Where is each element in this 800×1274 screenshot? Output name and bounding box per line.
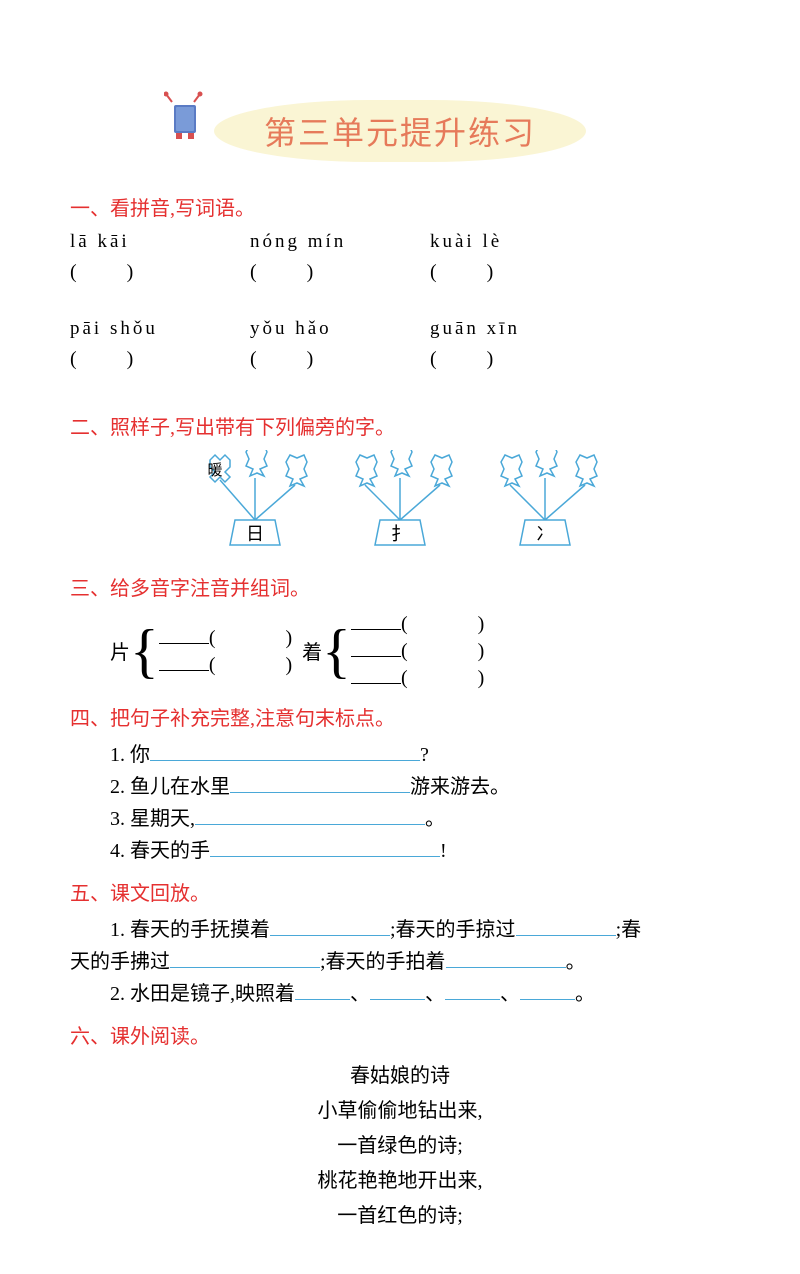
blank[interactable]: [195, 806, 425, 825]
text: 4. 春天的手: [110, 840, 210, 862]
banner-background: 第三单元提升练习: [214, 100, 586, 162]
section-6-content: 春姑娘的诗 小草偷偷地钻出来, 一首绿色的诗; 桃花艳艳地开出来, 一首红色的诗…: [70, 1059, 730, 1228]
text: 游来游去。: [410, 776, 510, 798]
fill-sentence: 4. 春天的手!: [110, 837, 730, 865]
title-banner: 第三单元提升练习: [70, 100, 730, 162]
answer-blank[interactable]: (): [70, 348, 200, 371]
blank-line[interactable]: (): [351, 638, 484, 663]
example-char: 暖: [207, 462, 222, 479]
text: 1. 春天的手抚摸着: [110, 919, 270, 941]
section-3-heading: 三、给多音字注音并组词。: [70, 572, 730, 601]
text: 、: [350, 983, 370, 1005]
pinyin-text: lā kāi: [70, 231, 200, 253]
pinyin-item: kuài lè (): [430, 231, 560, 284]
section-5-content: 1. 春天的手抚摸着;春天的手掠过;春 天的手拂过;春天的手拍着。 2. 水田是…: [70, 916, 730, 1008]
section-5-heading: 五、课文回放。: [70, 877, 730, 906]
text: 2. 水田是镜子,映照着: [110, 983, 295, 1005]
answer-blank[interactable]: (): [250, 261, 380, 284]
text: 。: [575, 983, 595, 1005]
text: ?: [420, 744, 429, 766]
blank[interactable]: [520, 981, 575, 1000]
radical: 冫: [536, 524, 554, 544]
blank[interactable]: [210, 838, 440, 857]
pinyin-row-2: pāi shǒu () yǒu hǎo () guān xīn (): [70, 318, 730, 371]
poem-line: 一首绿色的诗;: [70, 1129, 730, 1158]
fill-line: 天的手拂过 ;春天的手拍着 。: [70, 948, 730, 976]
radical-flower-diagram: 暖 日 扌 冫: [70, 450, 730, 560]
blank-line[interactable]: (): [159, 652, 292, 677]
fill-line: 2. 水田是镜子,映照着 、 、 、 。: [70, 980, 730, 1008]
pinyin-text: pāi shǒu: [70, 318, 200, 340]
section-4-heading: 四、把句子补充完整,注意句末标点。: [70, 702, 730, 731]
pinyin-item: lā kāi (): [70, 231, 200, 284]
text: !: [440, 840, 447, 862]
text: 。: [566, 951, 586, 973]
pinyin-text: kuài lè: [430, 231, 560, 253]
text: 3. 星期天,: [110, 808, 195, 830]
poem-line: 小草偷偷地钻出来,: [70, 1094, 730, 1123]
blank[interactable]: [270, 917, 390, 936]
worksheet-page: 第三单元提升练习 一、看拼音,写词语。 lā kāi () nóng mín (…: [0, 0, 800, 1274]
polyphone-group: 着 { () () (): [302, 611, 484, 690]
blank[interactable]: [230, 774, 410, 793]
fill-line: 1. 春天的手抚摸着 ;春天的手掠过 ;春: [70, 916, 730, 944]
pinyin-text: yǒu hǎo: [250, 318, 380, 340]
poem-line: 一首红色的诗;: [70, 1199, 730, 1228]
blank-line[interactable]: (): [351, 665, 484, 690]
pinyin-item: nóng mín (): [250, 231, 380, 284]
radical: 日: [246, 524, 264, 544]
brace-icon: {: [322, 621, 351, 681]
blank-line[interactable]: (): [159, 625, 292, 650]
blank[interactable]: [170, 949, 320, 968]
pinyin-item: yǒu hǎo (): [250, 318, 380, 371]
blank[interactable]: [370, 981, 425, 1000]
text: ;春天的手拍着: [320, 951, 446, 973]
pinyin-item: pāi shǒu (): [70, 318, 200, 371]
text: 。: [425, 808, 445, 830]
fill-sentence: 3. 星期天, 。: [110, 805, 730, 833]
section-2-heading: 二、照样子,写出带有下列偏旁的字。: [70, 411, 730, 440]
char-pian: 片: [110, 636, 130, 665]
text: ;春天的手掠过: [390, 919, 516, 941]
section-3-content: 片 { () () 着 { () () (): [70, 611, 730, 690]
blank[interactable]: [445, 981, 500, 1000]
section-1-heading: 一、看拼音,写词语。: [70, 192, 730, 221]
fill-sentence: 2. 鱼儿在水里 游来游去。: [110, 773, 730, 801]
blank[interactable]: [446, 949, 566, 968]
blank[interactable]: [150, 742, 420, 761]
text: 2. 鱼儿在水里: [110, 776, 230, 798]
section-6-heading: 六、课外阅读。: [70, 1020, 730, 1049]
answer-blank[interactable]: (): [250, 348, 380, 371]
blank[interactable]: [295, 981, 350, 1000]
text: 1. 你: [110, 744, 150, 766]
pinyin-text: guān xīn: [430, 318, 560, 340]
answer-blank[interactable]: (): [430, 261, 560, 284]
blank-line[interactable]: (): [351, 611, 484, 636]
brace-icon: {: [130, 621, 159, 681]
blank[interactable]: [516, 917, 616, 936]
book-mascot-icon: [164, 90, 204, 140]
char-zhe: 着: [302, 636, 322, 665]
text: 、: [425, 983, 445, 1005]
poem-line: 桃花艳艳地开出来,: [70, 1164, 730, 1193]
answer-blank[interactable]: (): [430, 348, 560, 371]
section-1-content: lā kāi () nóng mín () kuài lè () pāi shǒ…: [70, 231, 730, 371]
section-4-content: 1. 你? 2. 鱼儿在水里 游来游去。 3. 星期天, 。 4. 春天的手!: [70, 741, 730, 865]
pinyin-item: guān xīn (): [430, 318, 560, 371]
pinyin-row-1: lā kāi () nóng mín () kuài lè (): [70, 231, 730, 284]
radical: 扌: [391, 524, 409, 544]
pinyin-text: nóng mín: [250, 231, 380, 253]
poem-title: 春姑娘的诗: [70, 1059, 730, 1088]
text: 、: [500, 983, 520, 1005]
text: 天的手拂过: [70, 951, 170, 973]
text: ;春: [616, 919, 642, 941]
answer-blank[interactable]: (): [70, 261, 200, 284]
polyphone-brackets: 片 { () () 着 { () () (): [110, 611, 730, 690]
banner-title: 第三单元提升练习: [264, 115, 536, 151]
fill-sentence: 1. 你?: [110, 741, 730, 769]
polyphone-group: 片 { () (): [110, 611, 292, 690]
